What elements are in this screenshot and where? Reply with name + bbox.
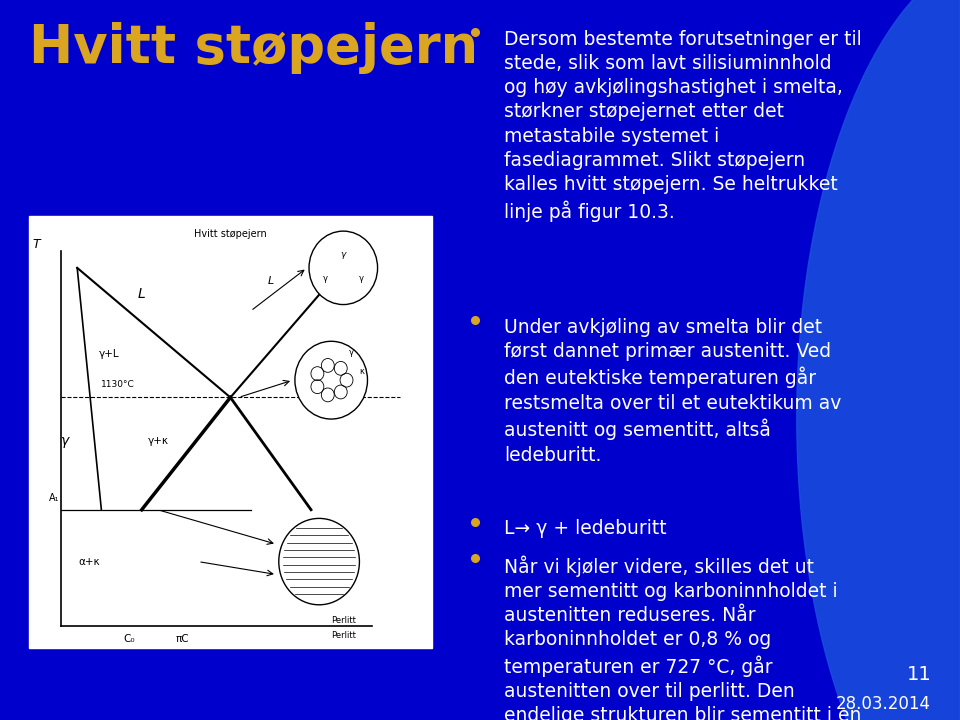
Text: Perlitt: Perlitt xyxy=(331,631,356,639)
Text: 28.03.2014: 28.03.2014 xyxy=(836,695,931,713)
Circle shape xyxy=(309,231,377,305)
Text: L: L xyxy=(138,287,146,301)
Text: γ: γ xyxy=(61,433,69,448)
Text: πC: πC xyxy=(176,634,189,644)
Circle shape xyxy=(278,518,359,605)
Text: Dersom bestemte forutsetninger er til
stede, slik som lavt silisiuminnhold
og hø: Dersom bestemte forutsetninger er til st… xyxy=(504,30,862,222)
Text: 1130°C: 1130°C xyxy=(102,380,135,389)
Text: Hvitt støpejern: Hvitt støpejern xyxy=(194,229,267,239)
Text: γ+κ: γ+κ xyxy=(147,436,168,446)
Text: γ: γ xyxy=(341,251,346,259)
Text: γ: γ xyxy=(323,274,327,283)
Text: L→ γ + ledeburitt: L→ γ + ledeburitt xyxy=(504,519,666,538)
Text: γ+L: γ+L xyxy=(99,349,120,359)
Text: γ: γ xyxy=(348,348,354,356)
Text: 11: 11 xyxy=(906,665,931,684)
Text: Perlitt: Perlitt xyxy=(331,616,356,624)
Text: Når vi kjøler videre, skilles det ut
mer sementitt og karboninnholdet i
austenit: Når vi kjøler videre, skilles det ut mer… xyxy=(504,555,861,720)
Text: C₀: C₀ xyxy=(124,634,135,644)
Circle shape xyxy=(295,341,368,419)
Text: L: L xyxy=(268,276,274,286)
Text: α+κ: α+κ xyxy=(79,557,100,567)
Text: T: T xyxy=(33,238,40,251)
Text: Under avkjøling av smelta blir det
først dannet primær austenitt. Ved
den eutekt: Under avkjøling av smelta blir det først… xyxy=(504,318,841,464)
Text: A₁: A₁ xyxy=(49,493,60,503)
Text: κ: κ xyxy=(359,367,364,376)
Text: Hvitt støpejern: Hvitt støpejern xyxy=(29,22,478,73)
Bar xyxy=(29,216,432,648)
Text: γ: γ xyxy=(359,274,364,283)
